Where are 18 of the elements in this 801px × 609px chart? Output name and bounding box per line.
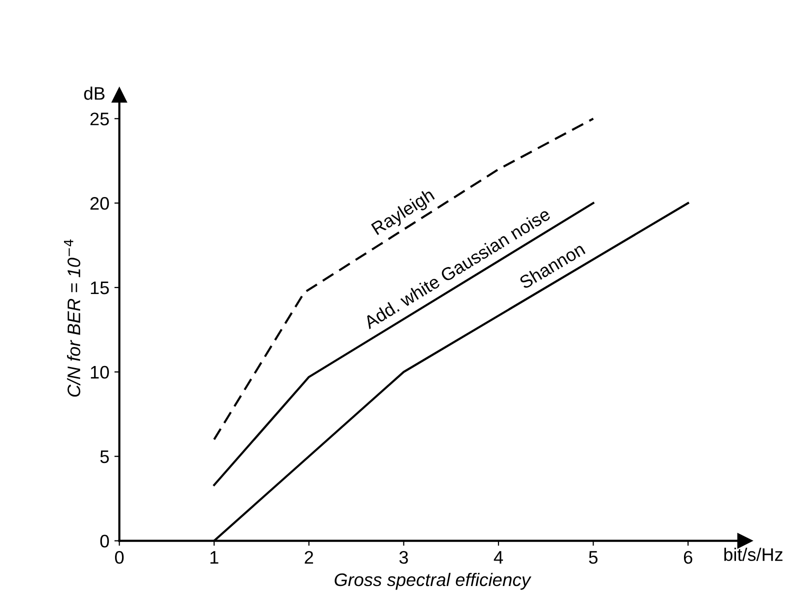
- y-tick-label: 10: [90, 366, 109, 379]
- x-tick-label: 4: [494, 551, 503, 564]
- y-tick-label: 25: [90, 112, 109, 126]
- y-tick-label: 15: [90, 282, 109, 294]
- line-series: [213, 118, 594, 441]
- x-tick-label: 0: [115, 550, 124, 564]
- text: bit/s/Hz: [724, 548, 782, 561]
- x-tick-label: 6: [684, 550, 692, 564]
- x-tick-label: 2: [304, 550, 314, 564]
- x-axis-title: Gross spectral efficiency: [334, 572, 532, 590]
- y-tick-label: 0: [100, 534, 109, 548]
- x-tick-label: 3: [399, 550, 408, 564]
- y-axis-title: C/N for BER = 10$^{−4}$: [64, 240, 80, 397]
- x-tick-label: 5: [588, 551, 598, 564]
- y-tick-label: 5: [100, 450, 109, 464]
- y-tick-label: 20: [90, 197, 109, 210]
- x-tick-label: 1: [210, 551, 218, 564]
- text: dB: [84, 86, 105, 100]
